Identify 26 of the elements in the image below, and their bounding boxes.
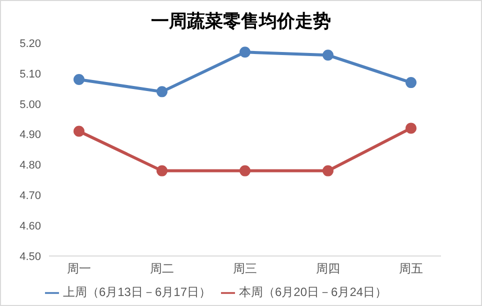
x-tick-label: 周四: [316, 262, 340, 276]
x-tick-label: 周五: [399, 262, 423, 276]
point: [240, 165, 250, 176]
y-tick-label: 5.10: [20, 68, 41, 80]
point: [406, 122, 416, 134]
chart-title: 一周蔬菜零售均价走势: [150, 10, 332, 34]
y-tick-label: 4.90: [20, 129, 41, 142]
point: [156, 165, 168, 176]
point: [322, 165, 334, 176]
x-tick-label: 周一: [67, 262, 91, 276]
y-tick-label: 4.70: [20, 190, 41, 202]
y-tick-label: 4.50: [20, 250, 41, 263]
y-tick-label: 5.00: [20, 98, 41, 111]
point: [322, 50, 334, 61]
point: [406, 77, 416, 88]
y-tick-label: 5.20: [20, 38, 41, 50]
point: [74, 74, 84, 86]
legend-label: 本周（6月20日－6月24日）: [239, 285, 388, 299]
point: [156, 86, 168, 98]
point: [74, 126, 84, 137]
x-tick-label: 周二: [150, 262, 174, 276]
y-tick-label: 4.80: [20, 160, 41, 172]
y-tick-label: 4.60: [20, 220, 41, 232]
point: [240, 46, 250, 58]
x-tick-label: 周三: [233, 262, 257, 276]
legend-label: 上周（6月13日－6月17日）: [62, 285, 211, 299]
